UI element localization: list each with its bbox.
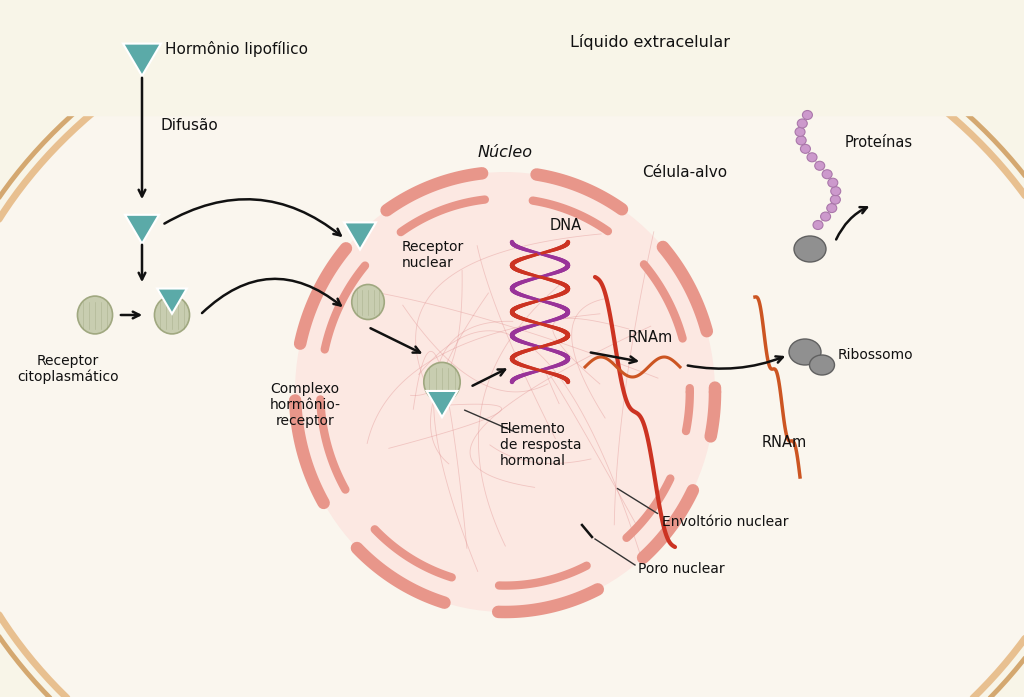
- Ellipse shape: [803, 111, 812, 119]
- Ellipse shape: [813, 220, 823, 229]
- Polygon shape: [125, 215, 159, 244]
- Ellipse shape: [830, 187, 841, 196]
- Ellipse shape: [830, 195, 841, 204]
- Ellipse shape: [820, 212, 830, 221]
- Ellipse shape: [295, 172, 715, 612]
- Ellipse shape: [352, 284, 384, 319]
- Polygon shape: [427, 391, 458, 417]
- Text: RNAm: RNAm: [762, 434, 807, 450]
- Polygon shape: [344, 222, 376, 250]
- Text: RNAm: RNAm: [628, 330, 673, 344]
- Text: Núcleo: Núcleo: [477, 144, 532, 160]
- Text: Ribossomo: Ribossomo: [838, 348, 913, 362]
- Text: Receptor
citoplasmático: Receptor citoplasmático: [17, 353, 119, 385]
- Ellipse shape: [78, 296, 113, 334]
- Text: Proteínas: Proteínas: [845, 135, 913, 149]
- Ellipse shape: [790, 339, 821, 365]
- Text: Hormônio lipofílico: Hormônio lipofílico: [165, 41, 308, 57]
- Ellipse shape: [807, 153, 817, 162]
- Text: Complexo
hormônio-
receptor: Complexo hormônio- receptor: [269, 382, 341, 428]
- Text: DNA: DNA: [550, 217, 582, 233]
- Ellipse shape: [155, 296, 189, 334]
- Text: Líquido extracelular: Líquido extracelular: [570, 34, 730, 50]
- Ellipse shape: [798, 119, 807, 128]
- Ellipse shape: [827, 178, 838, 187]
- Text: Célula-alvo: Célula-alvo: [642, 164, 728, 180]
- Ellipse shape: [795, 128, 805, 137]
- Text: Elemento
de resposta
hormonal: Elemento de resposta hormonal: [500, 422, 582, 468]
- Text: Receptor
nuclear: Receptor nuclear: [402, 240, 464, 270]
- Polygon shape: [157, 289, 186, 314]
- Ellipse shape: [810, 355, 835, 375]
- Ellipse shape: [822, 170, 833, 178]
- Ellipse shape: [826, 204, 837, 213]
- Ellipse shape: [797, 136, 806, 145]
- Ellipse shape: [424, 362, 460, 401]
- Text: Difusão: Difusão: [160, 118, 218, 132]
- Ellipse shape: [815, 161, 824, 170]
- Ellipse shape: [801, 144, 810, 153]
- Text: Poro nuclear: Poro nuclear: [638, 562, 725, 576]
- Ellipse shape: [794, 236, 826, 262]
- Text: Envoltório nuclear: Envoltório nuclear: [662, 515, 788, 529]
- Polygon shape: [123, 44, 161, 76]
